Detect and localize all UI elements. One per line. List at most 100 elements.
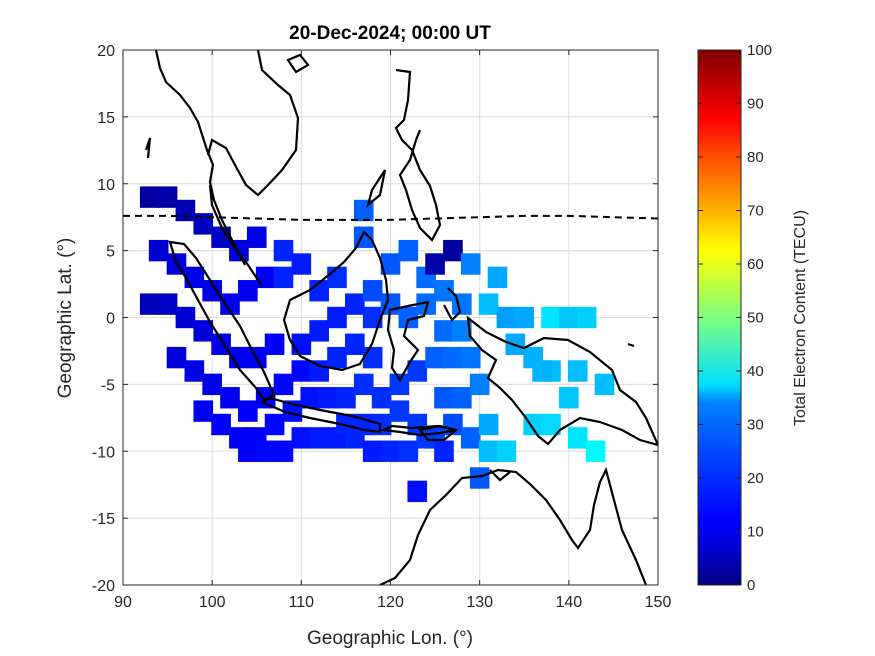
tec-cell [434, 387, 454, 409]
tec-cell [469, 373, 490, 396]
tec-cell [576, 306, 597, 329]
tec-cell [523, 413, 543, 436]
tec-cell [309, 320, 329, 342]
coastline-mainland-asia [154, 50, 246, 266]
tec-cell [318, 387, 338, 409]
tec-cell [362, 346, 383, 369]
tec-cell [273, 373, 294, 396]
tec-cell [255, 266, 276, 289]
y-tick-label: 15 [97, 110, 115, 127]
tec-cell [139, 186, 160, 208]
tec-cell [452, 387, 472, 409]
tec-cell [478, 440, 499, 462]
coastline-malay-peninsula [208, 184, 263, 287]
tec-cell [175, 306, 196, 329]
tec-cell [264, 333, 285, 355]
tec-cell [220, 387, 240, 409]
x-tick-label: 130 [466, 594, 493, 611]
tec-cell [478, 413, 499, 436]
tec-cell [273, 440, 294, 462]
y-tick-label: 5 [106, 244, 115, 261]
tec-cell [264, 413, 285, 436]
colorbar-tick-label: 80 [747, 149, 764, 166]
tec-cell [157, 186, 178, 208]
y-tick-label: 0 [106, 311, 115, 328]
y-axis-label: Geographic Lat. (°) [55, 238, 76, 399]
y-tick-label: -10 [92, 444, 115, 461]
x-tick-label: 100 [199, 594, 226, 611]
colorbar-tick-label: 10 [747, 524, 764, 541]
tec-cell [255, 440, 276, 462]
tec-cell [389, 373, 410, 396]
tec-cell [380, 440, 401, 462]
tec-cell [443, 346, 463, 369]
tec-cell [487, 266, 508, 289]
tec-cell [353, 373, 374, 396]
tec-cell [362, 280, 383, 302]
tec-cell [238, 400, 258, 422]
colorbar-tick-label: 0 [747, 577, 755, 594]
tec-cell [460, 346, 481, 369]
coastline-small-island-1 [144, 137, 152, 159]
y-tick-label: 20 [97, 43, 115, 60]
tec-cell [193, 400, 214, 422]
colorbar-tick-label: 60 [747, 256, 764, 273]
tec-cell [416, 293, 436, 315]
tec-cell [291, 427, 312, 449]
tec-cell [211, 413, 231, 436]
x-tick-label: 110 [289, 594, 315, 611]
tec-cell [452, 320, 472, 342]
tec-cell [362, 306, 383, 329]
tec-cell [452, 293, 472, 315]
tec-cell [425, 253, 445, 275]
coastline-new-guinea [466, 315, 658, 447]
y-tick-label: -15 [92, 511, 115, 528]
colorbar [697, 49, 742, 586]
tec-cell [211, 333, 231, 355]
colorbar-tick-label: 90 [747, 96, 764, 113]
tec-cell [345, 333, 365, 355]
colorbar-tick-label: 70 [747, 203, 764, 220]
tec-cell [514, 306, 535, 329]
coastline-indochina [206, 50, 300, 197]
tec-cell [300, 387, 321, 409]
tec-cell [380, 253, 401, 275]
tec-cell [309, 427, 329, 449]
tec-cell [327, 346, 347, 369]
coastline-small-island-3 [366, 169, 387, 209]
tec-cell [327, 266, 347, 289]
tec-cell [594, 373, 615, 396]
tec-cell [407, 360, 428, 382]
tec-cell [336, 387, 356, 409]
tec-cell [362, 440, 383, 462]
colorbar-ticks: 0 10 20 30 40 50 60 70 80 90 100 [698, 42, 772, 594]
tec-cell [541, 413, 561, 436]
tec-cell [478, 293, 499, 315]
tec-cell [496, 306, 517, 329]
tec-cell [567, 360, 588, 382]
coastlines [144, 50, 658, 585]
colorbar-tick-label: 30 [747, 417, 764, 434]
tec-cell [425, 346, 445, 369]
tec-cell [532, 360, 552, 382]
tec-cell [460, 427, 481, 449]
tec-cell [469, 467, 490, 489]
tec-cell [211, 226, 231, 248]
tec-cell [238, 440, 258, 462]
x-tick-label: 150 [645, 594, 672, 611]
tec-cell [585, 440, 606, 462]
coastline-small-island-4 [489, 469, 511, 482]
tec-cell [389, 400, 410, 422]
y-tick-label: -20 [92, 578, 115, 595]
tec-cell [434, 440, 454, 462]
tec-cell [238, 280, 258, 302]
tec-cell [193, 213, 214, 235]
tec-cell [184, 266, 205, 289]
tec-cell [202, 373, 222, 396]
tec-cell [496, 440, 517, 462]
coastline-java [259, 396, 382, 434]
coastline-small-island-5 [627, 342, 635, 348]
tec-cell [434, 280, 454, 302]
coastline-sulawesi [386, 300, 430, 383]
tec-cell [327, 306, 347, 329]
